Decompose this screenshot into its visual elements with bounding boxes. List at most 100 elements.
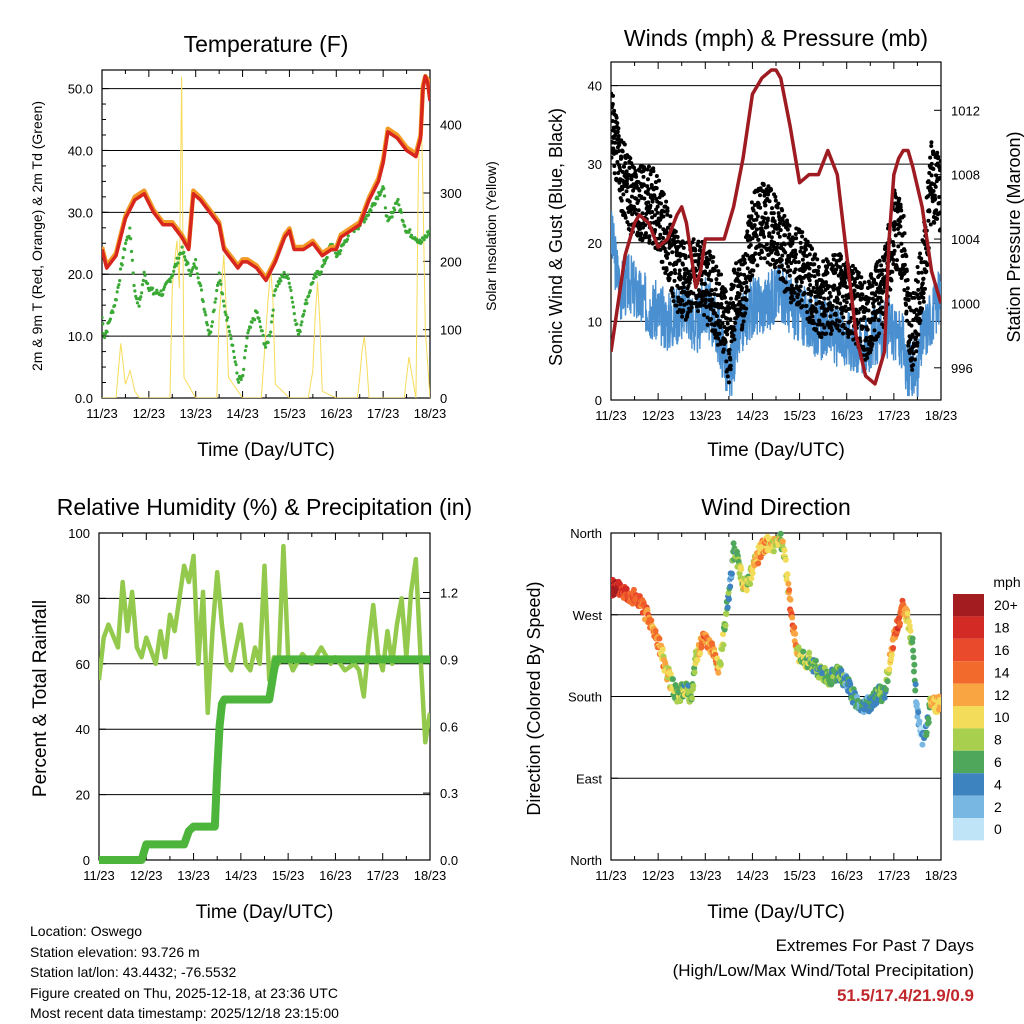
gust-point — [702, 282, 707, 287]
gust-point — [775, 252, 780, 257]
gust-point — [675, 234, 680, 239]
gust-point — [814, 280, 819, 285]
gust-point — [652, 213, 657, 218]
gust-point — [917, 300, 922, 305]
gust-point — [744, 284, 749, 289]
gust-point — [702, 313, 707, 318]
gust-point — [728, 296, 733, 301]
y2-tick-label: 996 — [951, 361, 973, 376]
td-point — [203, 310, 207, 314]
legend-swatch — [953, 683, 984, 706]
legend-label: 14 — [994, 664, 1010, 680]
gust-point — [611, 101, 615, 106]
td-point — [295, 322, 299, 326]
gust-point — [752, 223, 757, 228]
gust-point — [783, 250, 788, 255]
td-point — [282, 270, 286, 275]
td-point — [275, 284, 280, 288]
direction-point — [644, 607, 651, 614]
direction-point — [717, 661, 724, 668]
gust-point — [612, 108, 617, 113]
direction-point — [630, 586, 637, 593]
gust-point — [804, 303, 809, 308]
td-point — [245, 336, 249, 340]
gust-point — [720, 305, 725, 310]
gust-point — [844, 285, 849, 290]
td-point — [188, 273, 193, 278]
gust-point — [680, 262, 685, 267]
direction-point — [909, 635, 916, 642]
gust-point — [624, 169, 629, 174]
gust-point — [929, 140, 934, 145]
td-point — [296, 332, 301, 336]
gust-point — [637, 188, 642, 193]
td-point — [244, 344, 248, 348]
gust-point — [902, 262, 907, 267]
direction-point — [720, 631, 727, 638]
gust-point — [712, 268, 717, 273]
gust-point — [876, 301, 881, 306]
td-point — [162, 285, 167, 289]
td-point — [300, 320, 304, 324]
gust-point — [769, 235, 774, 240]
td-point — [376, 197, 380, 201]
gust-point — [895, 227, 900, 232]
gust-point — [782, 267, 787, 272]
gust-point — [867, 296, 872, 301]
gust-point — [907, 334, 912, 339]
x-tick-label: 17/23 — [366, 868, 399, 883]
direction-point — [648, 617, 655, 624]
gust-point — [688, 308, 693, 313]
direction-point — [770, 548, 777, 555]
gust-point — [714, 264, 719, 269]
gust-point — [816, 265, 821, 270]
gust-point — [765, 224, 770, 229]
td-point — [187, 268, 191, 272]
gust-point — [803, 247, 808, 252]
gust-point — [833, 312, 838, 317]
y-tick-label: 20.0 — [68, 267, 93, 282]
gust-point — [934, 173, 939, 178]
td-point — [314, 275, 318, 279]
gust-point — [914, 349, 919, 354]
legend-swatch — [953, 818, 984, 841]
td-point — [420, 240, 424, 244]
td-point — [247, 328, 251, 332]
gust-point — [802, 290, 807, 295]
direction-point — [786, 586, 793, 593]
gust-point — [616, 149, 621, 154]
y-tick-label: 0 — [83, 853, 90, 868]
gust-point — [920, 281, 925, 286]
td-point — [285, 273, 290, 277]
td-point — [237, 380, 241, 384]
gust-point — [717, 305, 722, 310]
td-point — [177, 256, 181, 260]
gust-point — [656, 221, 661, 226]
gust-point — [625, 176, 630, 181]
direction-point — [896, 620, 903, 627]
direction-point — [667, 671, 674, 678]
gust-point — [821, 284, 826, 289]
gust-point — [936, 154, 941, 159]
x-tick-label: 15/23 — [273, 406, 306, 421]
td-point — [141, 278, 145, 283]
legend-swatch — [953, 795, 984, 818]
td-point — [399, 210, 404, 214]
gust-point — [698, 303, 703, 308]
gust-point — [682, 240, 687, 245]
gust-point — [906, 343, 911, 348]
gust-point — [787, 223, 792, 228]
gust-point — [691, 237, 696, 242]
gust-point — [733, 321, 738, 326]
td-point — [140, 283, 145, 287]
gust-point — [697, 253, 702, 258]
gust-point — [705, 264, 710, 269]
legend-swatch — [953, 750, 984, 774]
direction-point — [722, 622, 729, 629]
gust-point — [773, 194, 778, 199]
gust-point — [775, 205, 780, 210]
gust-point — [808, 298, 813, 303]
direction-point — [720, 641, 727, 648]
td-point — [288, 285, 292, 289]
gust-point — [625, 181, 630, 186]
